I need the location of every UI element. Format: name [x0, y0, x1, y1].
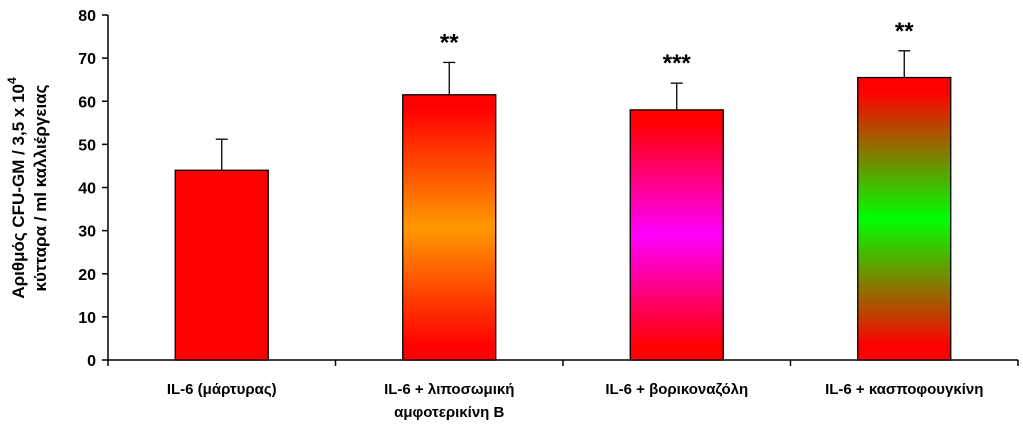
y-axis-title-line-1: Αριθμός CFU-GM / 3,5 x 104 — [5, 77, 28, 299]
category-label: αμφοτερικίνη Β — [394, 404, 504, 421]
bar — [629, 109, 724, 361]
y-tick-label: 30 — [78, 224, 96, 241]
y-tick-label: 80 — [78, 8, 96, 25]
y-tick-label: 40 — [78, 181, 96, 198]
bar — [402, 94, 497, 361]
y-tick-label: 0 — [87, 353, 96, 370]
y-tick-label: 10 — [78, 310, 96, 327]
bar — [857, 76, 952, 361]
y-axis-title-line-2: κύτταρα / ml καλλιέργειας — [31, 84, 50, 291]
category-label: IL-6 (μάρτυρας) — [167, 381, 277, 398]
category-labels: IL-6 (μάρτυρας) IL-6 + λιποσωμική αμφοτερι… — [167, 381, 984, 421]
significance-marker: *** — [663, 50, 692, 77]
y-tick-label: 60 — [78, 94, 96, 111]
significance-marker: ** — [895, 18, 914, 45]
bars: ******* — [174, 18, 952, 361]
y-tick-label: 50 — [78, 137, 96, 154]
y-tick-label: 70 — [78, 51, 96, 68]
significance-marker: ** — [440, 29, 459, 56]
category-label: IL-6 + λιποσωμική — [384, 381, 514, 398]
y-tick-label: 20 — [78, 267, 96, 284]
y-axis-title-superscript: 4 — [5, 77, 19, 84]
bar — [174, 169, 269, 361]
category-label: IL-6 + κασποφουγκίνη — [825, 381, 983, 398]
category-label: IL-6 + βορικοναζόλη — [605, 381, 748, 398]
